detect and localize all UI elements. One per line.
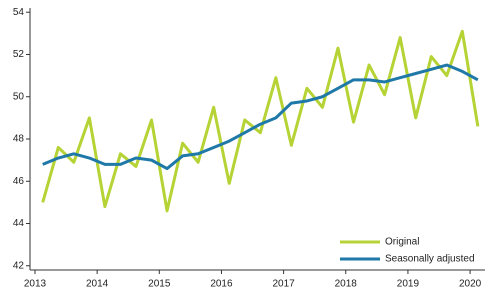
series-line	[42, 63, 479, 171]
legend-label: Original	[385, 237, 419, 248]
y-tick-label: 46	[13, 176, 25, 187]
y-tick-label: 44	[13, 218, 25, 229]
series-line	[41, 29, 480, 213]
x-tick-label: 2020	[459, 279, 482, 290]
x-tick-label: 2016	[210, 279, 233, 290]
y-tick-label: 48	[13, 134, 25, 145]
y-tick-label: 52	[13, 49, 25, 60]
legend-label: Seasonally adjusted	[385, 254, 475, 265]
y-tick-label: 54	[13, 7, 25, 18]
x-tick-label: 2013	[24, 279, 47, 290]
x-tick-label: 2019	[397, 279, 420, 290]
x-tick-label: 2015	[148, 279, 171, 290]
x-tick-label: 2017	[272, 279, 295, 290]
y-tick-label: 50	[13, 91, 25, 102]
x-tick-label: 2014	[86, 279, 109, 290]
y-tick-label: 42	[13, 260, 25, 271]
x-tick-label: 2018	[335, 279, 358, 290]
